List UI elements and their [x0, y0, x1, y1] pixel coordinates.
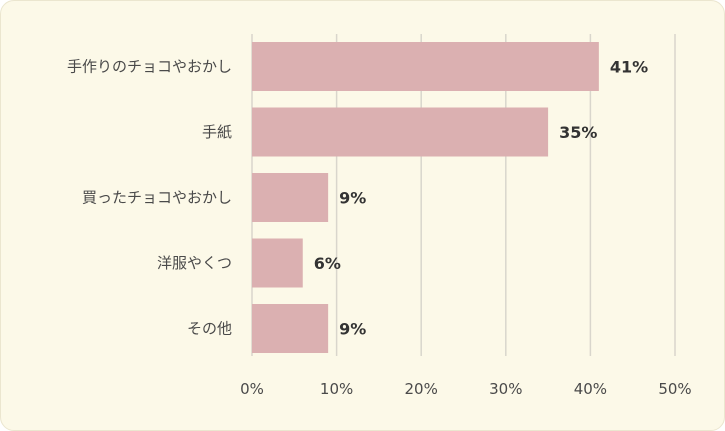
x-tick-label: 30% — [489, 380, 522, 398]
bar — [252, 173, 329, 222]
category-label: その他 — [187, 320, 232, 338]
category-label: 洋服やくつ — [157, 254, 232, 272]
category-label: 買ったチョコやおかし — [82, 189, 232, 207]
bar — [252, 42, 599, 91]
value-label: 35% — [559, 123, 597, 142]
value-label: 6% — [314, 254, 341, 273]
bars — [252, 42, 599, 353]
bar — [252, 238, 303, 288]
value-labels: 41% 35% 9% 6% 9% — [314, 58, 648, 339]
category-label: 手作りのチョコやおかし — [67, 58, 232, 76]
x-tick-label: 10% — [320, 380, 353, 398]
value-label: 9% — [339, 320, 366, 339]
x-tick-label: 50% — [658, 380, 691, 398]
x-tick-label: 20% — [405, 380, 438, 398]
bar — [252, 304, 329, 353]
value-label: 9% — [339, 189, 366, 208]
bar — [252, 107, 549, 157]
category-label: 手紙 — [202, 123, 232, 141]
x-tick-label: 40% — [574, 380, 607, 398]
x-tick-label: 0% — [240, 380, 264, 398]
x-axis-tick-labels: 0% 10% 20% 30% 40% 50% — [240, 380, 692, 398]
value-label: 41% — [610, 58, 648, 77]
